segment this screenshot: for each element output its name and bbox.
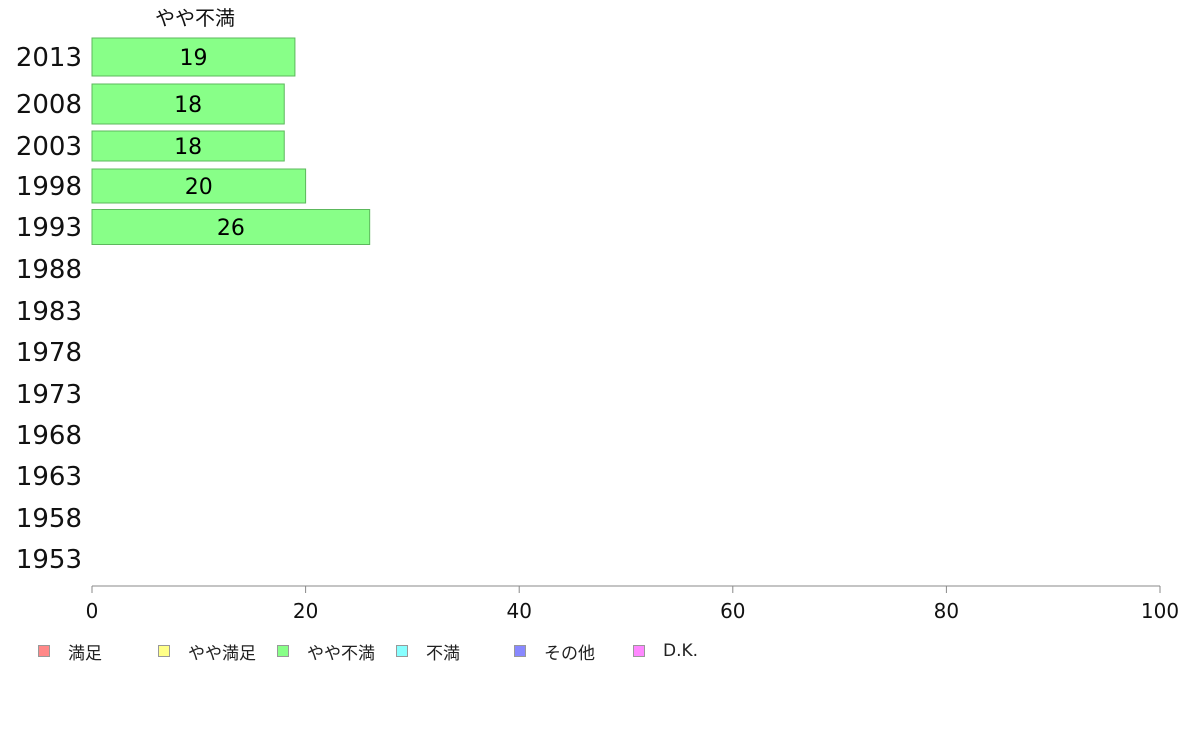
legend-item-sonota: その他	[514, 640, 595, 664]
x-tick-label: 80	[934, 599, 959, 623]
column-header: やや不満	[155, 6, 235, 30]
bar-value-label: 18	[174, 135, 202, 160]
legend-label: やや満足	[188, 643, 256, 664]
category-label: 2013	[16, 43, 82, 73]
legend-label: その他	[544, 643, 595, 664]
bar	[91, 209, 371, 245]
category-label: 1968	[16, 421, 82, 451]
bar-value-label: 18	[174, 93, 202, 118]
legend-swatch	[396, 645, 408, 657]
category-label: 1998	[16, 172, 82, 202]
category-label: 1973	[16, 380, 82, 410]
legend-item-dk: D.K.	[633, 640, 698, 662]
legend-label: やや不満	[307, 643, 375, 664]
category-label: 1953	[16, 545, 82, 575]
legend-label: 不満	[426, 643, 460, 664]
category-label: 1978	[16, 338, 82, 368]
legend-swatch	[277, 645, 289, 657]
legend-swatch	[633, 645, 645, 657]
legend-item-yaya-manzoku: やや満足	[158, 640, 256, 664]
x-tick-label: 60	[720, 599, 745, 623]
legend-item-manzoku: 満足	[38, 640, 102, 664]
category-label: 1963	[16, 462, 82, 492]
legend-label: 満足	[68, 643, 102, 664]
x-tick-label: 100	[1141, 599, 1179, 623]
bar-value-label: 19	[179, 46, 207, 71]
category-label: 2003	[16, 132, 82, 162]
bar	[91, 130, 285, 162]
x-tick-label: 20	[293, 599, 318, 623]
category-label: 2008	[16, 90, 82, 120]
bar	[91, 83, 285, 125]
bar-value-label: 26	[217, 216, 245, 241]
bar-value-label: 20	[185, 175, 213, 200]
category-label: 1983	[16, 297, 82, 327]
x-tick-label: 40	[506, 599, 531, 623]
legend-item-yaya-fuman: やや不満	[277, 640, 375, 664]
legend-swatch	[514, 645, 526, 657]
bar-chart: やや不満 2013 19 2008 18 2003 18 1998 20 1993 26 1988 1…	[16, 6, 1179, 623]
bar	[91, 168, 307, 204]
legend-swatch	[158, 645, 170, 657]
legend-label: D.K.	[663, 641, 699, 661]
legend-swatch	[38, 645, 50, 657]
category-label: 1988	[16, 255, 82, 285]
legend: 満足 やや満足 やや不満 不満 その他 D.K.	[38, 640, 758, 664]
category-label: 1993	[16, 213, 82, 243]
category-label: 1958	[16, 504, 82, 534]
bar	[91, 37, 296, 77]
legend-item-fuman: 不満	[396, 640, 460, 664]
x-tick-label: 0	[86, 599, 99, 623]
